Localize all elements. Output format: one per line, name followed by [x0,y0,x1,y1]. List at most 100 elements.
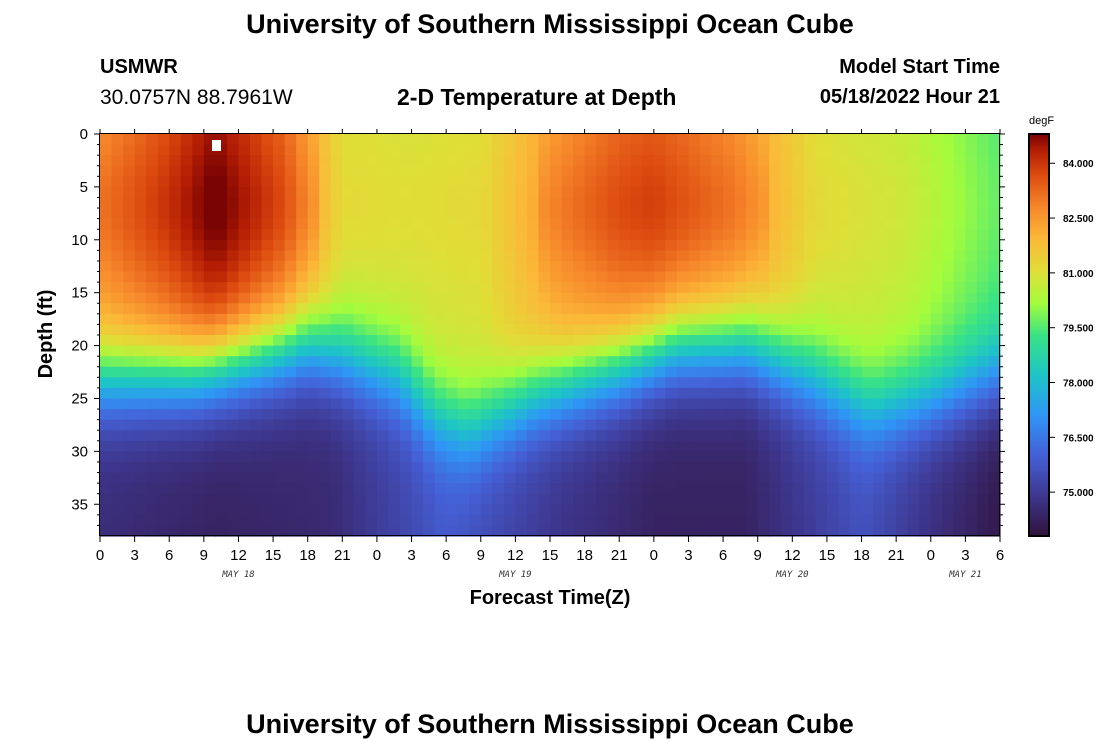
heatmap-cell [584,514,597,527]
heatmap-cell [434,387,447,400]
heatmap-cell [850,176,863,188]
heatmap-cell [261,271,274,283]
heatmap-cell [180,504,193,516]
heatmap-cell [757,335,770,347]
heatmap-cell [942,377,955,389]
heatmap-cell [503,525,516,537]
heatmap-cell [953,504,966,516]
heatmap-cell [607,504,620,516]
heatmap-cell [988,239,1001,251]
heatmap-cell [157,303,170,315]
heatmap-cell [146,493,159,505]
heatmap-cell [296,324,309,336]
heatmap-cell [850,134,863,146]
heatmap-cell [353,493,366,505]
heatmap-cell [746,345,759,357]
heatmap-cell [584,451,597,463]
heatmap-cell [134,229,147,241]
heatmap-cell [757,345,770,357]
heatmap-cell [226,176,240,188]
heatmap-cell [584,345,597,357]
heatmap-cell [676,155,690,167]
heatmap-cell [919,335,932,347]
heatmap-cell [700,345,713,357]
heatmap-cell [526,218,540,230]
heatmap-cell [653,504,666,516]
heatmap-cell [630,335,643,347]
heatmap-cell [538,292,551,304]
heatmap-cell [930,176,943,188]
heatmap-cell [896,208,909,220]
heatmap-cell [423,197,436,209]
heatmap-cell [400,345,413,357]
heatmap-cell [123,377,136,389]
heatmap-cell [838,292,851,304]
heatmap-cell [457,155,470,167]
heatmap-cell [930,409,943,421]
heatmap-cell [769,282,782,294]
heatmap-cell [700,313,713,326]
heatmap-cell [307,134,320,146]
heatmap-cell [757,356,770,368]
heatmap-cell [596,419,609,431]
heatmap-cell [861,472,874,484]
heatmap-cell [953,155,966,167]
heatmap-cell [353,282,366,294]
heatmap-cell [780,504,793,516]
heatmap-cell [446,239,459,251]
heatmap-cell [884,366,897,378]
heatmap-cell [515,186,528,199]
heatmap-cell [919,271,932,283]
heatmap-cell [446,260,459,273]
heatmap-cell [619,504,632,516]
heatmap-cell [296,335,309,347]
heatmap-cell [526,250,540,262]
heatmap-cell [319,186,332,199]
heatmap-cell [769,430,782,442]
heatmap-cell [930,366,943,378]
heatmap-cell [492,366,505,378]
heatmap-cell [734,514,747,527]
heatmap-cell [411,430,424,442]
heatmap-cell [123,440,136,452]
heatmap-cell [469,514,482,527]
heatmap-cell [907,409,920,421]
heatmap-cell [734,134,747,146]
heatmap-cell [342,282,355,294]
heatmap-cell [480,525,493,537]
heatmap-cell [815,303,828,315]
heatmap-cell [757,239,770,251]
heatmap-cell [134,409,147,421]
heatmap-cell [630,134,643,146]
heatmap-cell [965,218,978,230]
heatmap-cell [746,461,759,474]
heatmap-cell [457,324,470,336]
heatmap-cell [180,483,193,495]
heatmap-cell [307,239,320,251]
heatmap-cell [688,303,701,315]
heatmap-cell [538,504,551,516]
heatmap-cell [157,250,170,262]
heatmap-cell [965,493,978,505]
heatmap-cell [180,155,193,167]
heatmap-cell [780,451,793,463]
heatmap-cell [746,282,759,294]
heatmap-cell [803,239,816,251]
heatmap-cell [561,514,574,527]
heatmap-cell [423,398,436,410]
heatmap-cell [769,134,782,146]
heatmap-cell [423,229,436,241]
heatmap-cell [469,504,482,516]
heatmap-cell [215,409,228,421]
heatmap-cell [111,387,124,400]
heatmap-cell [342,345,355,357]
heatmap-cell [203,303,216,315]
heatmap-cell [296,292,309,304]
heatmap-cell [111,514,124,527]
heatmap-cell [411,451,424,463]
heatmap-cell [376,208,390,220]
heatmap-cell [826,514,840,527]
heatmap-cell [457,504,470,516]
heatmap-cell [273,451,286,463]
heatmap-cell [573,461,586,474]
